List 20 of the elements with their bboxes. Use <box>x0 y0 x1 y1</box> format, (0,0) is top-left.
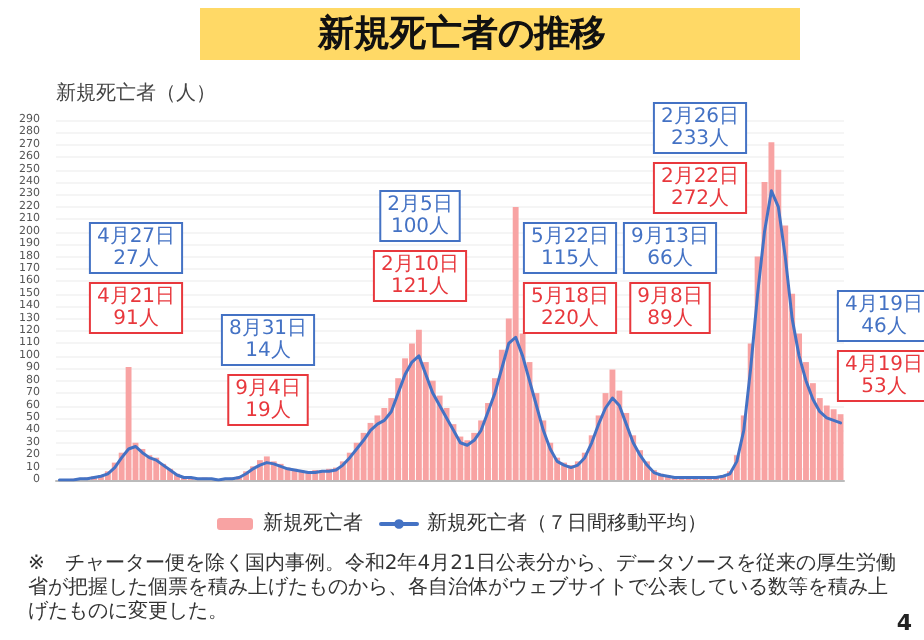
y-axis-title: 新規死亡者（人） <box>56 81 216 105</box>
annotation: 2月26日 233人 <box>660 106 740 150</box>
legend-label: 新規死亡者 <box>263 511 363 535</box>
annotation: 4月21日 91人 <box>96 286 176 330</box>
annotation: 9月13日 66人 <box>630 226 710 270</box>
annotation: 2月10日 121人 <box>380 254 460 298</box>
text: 4 <box>896 610 913 636</box>
chart-title: 新規死亡者の推移 <box>316 13 606 55</box>
annotation: 5月18日 220人 <box>530 286 610 330</box>
annotation: 9月4日 19人 <box>235 378 301 422</box>
text: 4月19日 53人 <box>844 354 924 398</box>
legend-label: 新規死亡者（７日間移動平均） <box>427 511 707 535</box>
annotation: 4月27日 27人 <box>96 226 176 270</box>
annotation: 8月31日 14人 <box>228 318 308 362</box>
annotation: 5月22日 115人 <box>530 226 610 270</box>
text: ※ チャーター便を除く国内事例。令和2年4月21日公表分から、データソースを従来の厚生労働省が把握した個票を積み上げたものから、各自治体がウェブサイトで公表している数等を積み上げたものに変更した。 <box>28 551 896 623</box>
annotation: 2月5日 100人 <box>387 194 453 238</box>
annotation: 9月8日 89人 <box>637 286 703 330</box>
text: 4月19日 46人 <box>844 294 924 338</box>
annotation: 2月22日 272人 <box>660 166 740 210</box>
